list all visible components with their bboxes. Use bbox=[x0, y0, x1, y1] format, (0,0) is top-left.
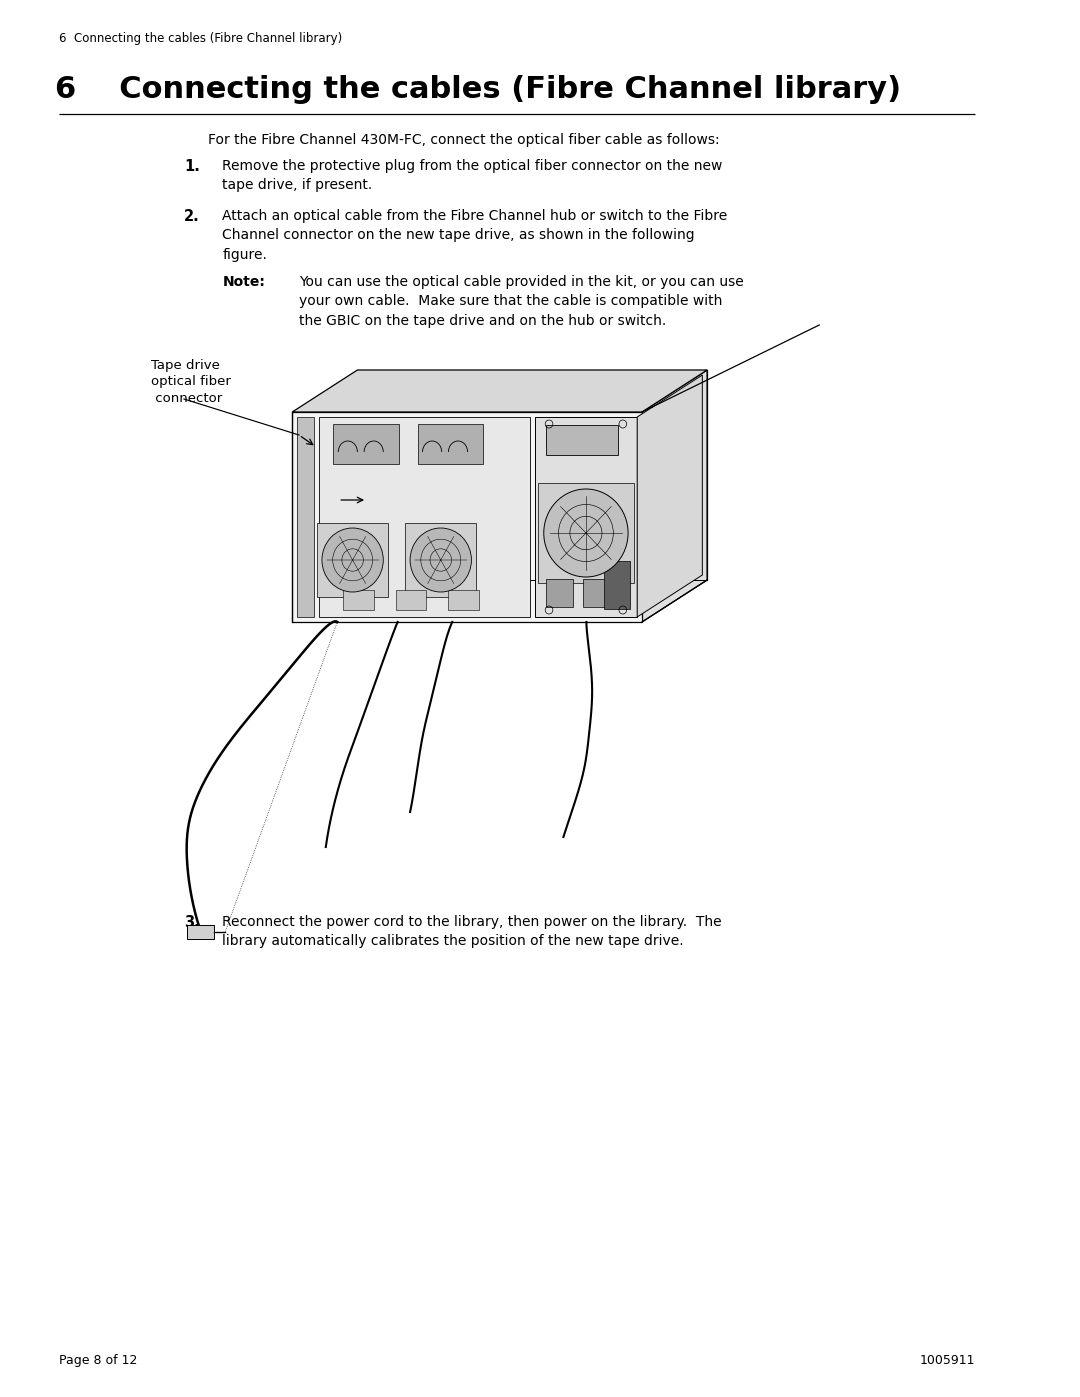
Bar bbox=[535, 416, 637, 617]
Bar bbox=[187, 925, 214, 939]
Text: 1005911: 1005911 bbox=[920, 1354, 975, 1368]
Bar bbox=[418, 425, 483, 464]
Text: 6: 6 bbox=[55, 75, 76, 103]
Text: Remove the protective plug from the optical fiber connector on the new
tape driv: Remove the protective plug from the opti… bbox=[222, 159, 723, 193]
Polygon shape bbox=[637, 374, 702, 617]
Text: 2.: 2. bbox=[184, 210, 200, 224]
Bar bbox=[405, 522, 476, 597]
Polygon shape bbox=[293, 412, 642, 622]
Polygon shape bbox=[293, 370, 707, 412]
Bar bbox=[546, 425, 618, 455]
Text: Note:: Note: bbox=[222, 275, 266, 289]
Circle shape bbox=[543, 489, 629, 577]
Bar bbox=[334, 425, 399, 464]
Text: Tape drive
optical fiber
 connector: Tape drive optical fiber connector bbox=[151, 359, 231, 405]
Bar bbox=[395, 590, 427, 610]
Text: 3.: 3. bbox=[184, 915, 200, 930]
Text: Reconnect the power cord to the library, then power on the library.  The
library: Reconnect the power cord to the library,… bbox=[222, 915, 721, 949]
Circle shape bbox=[410, 528, 472, 592]
Text: For the Fibre Channel 430M-FC, connect the optical fiber cable as follows:: For the Fibre Channel 430M-FC, connect t… bbox=[208, 133, 719, 147]
Bar bbox=[319, 416, 530, 617]
Bar bbox=[318, 522, 388, 597]
Text: You can use the optical cable provided in the kit, or you can use
your own cable: You can use the optical cable provided i… bbox=[299, 275, 744, 328]
Text: 6  Connecting the cables (Fibre Channel library): 6 Connecting the cables (Fibre Channel l… bbox=[59, 32, 342, 45]
Text: Attach an optical cable from the Fibre Channel hub or switch to the Fibre
Channe: Attach an optical cable from the Fibre C… bbox=[222, 210, 728, 263]
Circle shape bbox=[322, 528, 383, 592]
Text: 1.: 1. bbox=[184, 159, 200, 175]
Bar bbox=[582, 578, 609, 608]
Bar bbox=[448, 590, 480, 610]
Polygon shape bbox=[642, 370, 707, 622]
Bar bbox=[546, 578, 573, 608]
Text: Page 8 of 12: Page 8 of 12 bbox=[59, 1354, 138, 1368]
Bar bbox=[604, 562, 631, 609]
Bar bbox=[343, 590, 374, 610]
Bar bbox=[538, 483, 634, 583]
Text: Connecting the cables (Fibre Channel library): Connecting the cables (Fibre Channel lib… bbox=[97, 75, 901, 103]
Bar bbox=[297, 416, 314, 617]
